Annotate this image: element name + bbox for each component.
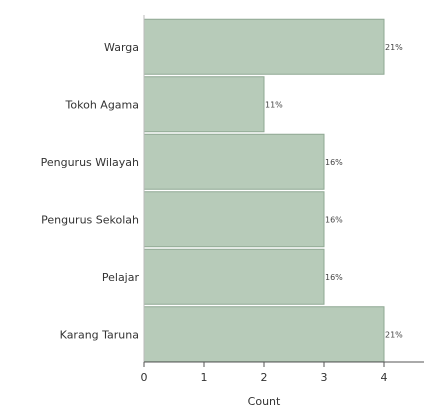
category-label-pengurus-sekolah: Pengurus Sekolah	[41, 213, 139, 226]
data-label-karang-taruna: 21%	[385, 330, 403, 339]
x-tick-label-4: 4	[381, 371, 388, 384]
x-ticks: 0 1 2 3 4	[141, 362, 388, 384]
x-tick-label-3: 3	[321, 371, 328, 384]
bar-karang-taruna	[143, 306, 385, 363]
bars-group	[143, 18, 385, 363]
data-label-pengurus-sekolah: 16%	[325, 215, 343, 224]
category-label-tokoh-agama: Tokoh Agama	[65, 98, 139, 111]
bar-pelajar	[143, 248, 325, 305]
category-label-pengurus-wilayah: Pengurus Wilayah	[41, 156, 139, 169]
category-label-pelajar: Pelajar	[102, 271, 140, 284]
category-label-karang-taruna: Karang Taruna	[60, 328, 139, 341]
bar-tokoh-agama	[143, 76, 265, 133]
bar-warga	[143, 18, 385, 75]
x-tick-label-0: 0	[141, 371, 148, 384]
bar-pengurus-sekolah	[143, 191, 325, 248]
x-tick-label-2: 2	[261, 371, 268, 384]
data-label-tokoh-agama: 11%	[265, 100, 283, 109]
x-axis-title: Count	[248, 395, 281, 408]
bar-pengurus-wilayah	[143, 133, 325, 190]
category-labels: Warga Tokoh Agama Pengurus Wilayah Pengurus…	[41, 41, 140, 342]
data-label-pengurus-wilayah: 16%	[325, 158, 343, 167]
data-label-warga: 21%	[385, 43, 403, 52]
data-label-pelajar: 16%	[325, 273, 343, 282]
category-label-warga: Warga	[104, 41, 139, 54]
data-labels: 21% 11% 16% 16% 16% 21%	[265, 43, 403, 340]
x-tick-label-1: 1	[201, 371, 208, 384]
